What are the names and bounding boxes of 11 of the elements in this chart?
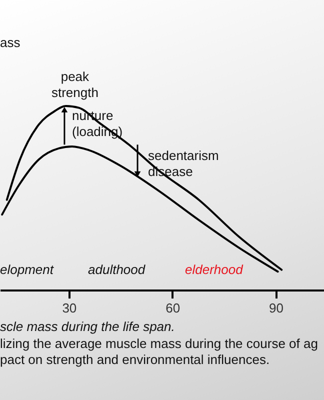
text: pact on strength and environmental influences. <box>0 352 270 367</box>
annotation: peak strength <box>51 69 98 100</box>
annotation: elderhood <box>185 262 244 277</box>
x-tick-label: 90 <box>269 300 284 316</box>
annotation: adulthood <box>88 262 146 277</box>
x-tick-label: 30 <box>62 300 77 316</box>
x-tick-label: 60 <box>166 300 180 316</box>
text: lizing the average muscle mass during the course of ag <box>0 336 318 351</box>
text: ass <box>0 35 21 50</box>
annotation: elopment <box>0 262 55 277</box>
text: scle mass during the life span. <box>0 319 175 334</box>
